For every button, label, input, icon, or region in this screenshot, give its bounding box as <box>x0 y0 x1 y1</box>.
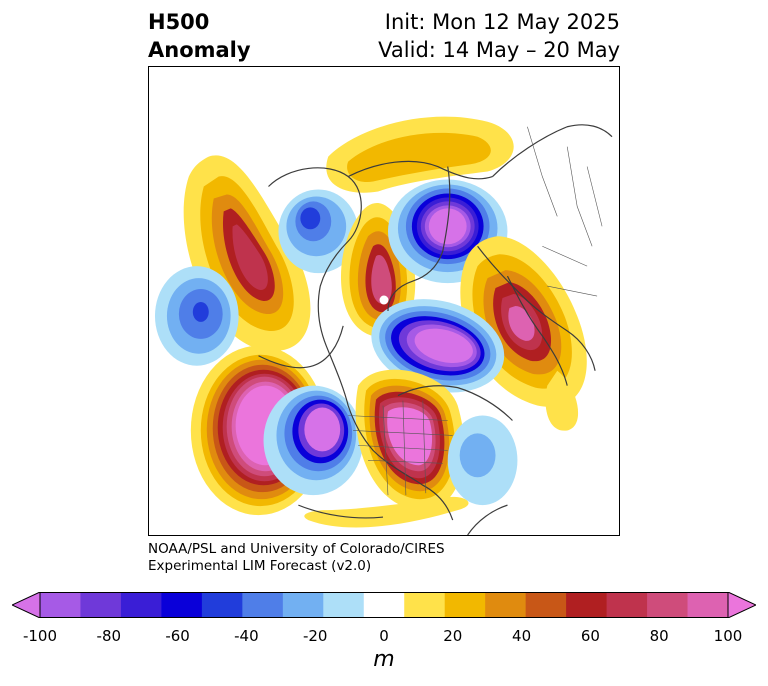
negative-anomaly-aleutian <box>154 266 239 366</box>
colorbar <box>12 592 756 618</box>
negative-anomaly-western-us <box>263 385 364 496</box>
colorbar-segment <box>282 592 324 618</box>
colorbar-segment <box>404 592 446 618</box>
north-pole-marker <box>379 295 389 305</box>
colorbar-units-label: m <box>373 647 395 672</box>
colorbar-segment <box>201 592 243 618</box>
map-panel <box>148 66 620 536</box>
colorbar-tick-labels: -100 -80 -60 -40 -20 0 20 40 60 80 100 <box>0 627 768 649</box>
colorbar-segment <box>606 592 648 618</box>
colorbar-tick-label: 20 <box>443 627 463 645</box>
colorbar-tick-label: -40 <box>234 627 259 645</box>
positive-anomaly-tropical <box>304 370 579 528</box>
positive-anomaly-arctic <box>326 116 514 193</box>
colorbar-segment <box>687 592 729 618</box>
colorbar-segment <box>242 592 284 618</box>
colorbar-segment <box>485 592 527 618</box>
colorbar-segment <box>444 592 486 618</box>
chart-title-left: H500 Anomaly <box>148 10 251 62</box>
credit-line-2: Experimental LIM Forecast (v2.0) <box>148 558 372 574</box>
colorbar-segment <box>525 592 567 618</box>
colorbar-tick-label: -60 <box>165 627 190 645</box>
colorbar-tick-label: 60 <box>580 627 600 645</box>
colorbar-extend-low <box>12 592 41 618</box>
colorbar-segment <box>566 592 608 618</box>
colorbar-segment <box>647 592 689 618</box>
credit-line-1: NOAA/PSL and University of Colorado/CIRE… <box>148 541 445 557</box>
colorbar-segment <box>363 592 405 618</box>
colorbar-frame <box>39 592 729 618</box>
negative-anomaly-north-atlantic <box>371 299 505 393</box>
country-borders <box>348 126 603 496</box>
colorbar-segment <box>80 592 122 618</box>
h500-anomaly-map <box>149 67 619 535</box>
colorbar-tick-label: -80 <box>96 627 122 645</box>
colorbar-tick-label: 100 <box>713 627 743 645</box>
credit-text: NOAA/PSL and University of Colorado/CIRE… <box>148 541 445 575</box>
colorbar-segment <box>40 592 81 618</box>
colorbar-tick-label: -20 <box>302 627 328 645</box>
colorbar-tick-label: -100 <box>22 627 58 645</box>
colorbar-tick-label: 40 <box>512 627 532 645</box>
colorbar-extend-high <box>727 592 756 618</box>
colorbar-tick-label: 80 <box>649 627 669 645</box>
negative-anomaly-east-atlantic <box>447 415 518 506</box>
coastlines <box>258 124 613 535</box>
colorbar-segment <box>120 592 162 618</box>
chart-title-right: Init: Mon 12 May 2025 Valid: 14 May – 20… <box>378 10 620 62</box>
colorbar-tick-label: 0 <box>379 627 389 645</box>
colorbar-segment <box>323 592 365 618</box>
colorbar-segment <box>161 592 203 618</box>
